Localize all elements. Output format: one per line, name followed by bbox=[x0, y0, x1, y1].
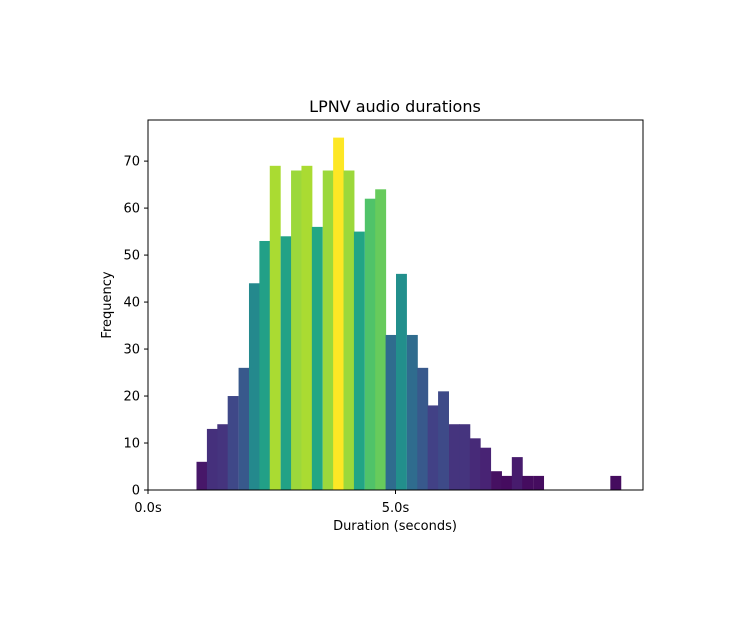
y-tick-label: 50 bbox=[123, 249, 140, 264]
histogram-bar bbox=[248, 283, 260, 490]
histogram-bar bbox=[501, 475, 513, 490]
x-axis-label: Duration (seconds) bbox=[333, 519, 457, 534]
x-tick-label: 0.0s bbox=[134, 501, 162, 516]
histogram-bar bbox=[610, 475, 622, 490]
histogram-bar bbox=[291, 170, 302, 490]
histogram-bar bbox=[385, 334, 397, 490]
x-axis-ticks: 0.0s 5.0s bbox=[134, 490, 409, 516]
histogram-bar bbox=[511, 457, 523, 490]
histogram-bar bbox=[448, 424, 460, 490]
histogram-bar bbox=[311, 226, 323, 490]
histogram-bar bbox=[522, 475, 534, 490]
histogram-bar bbox=[343, 170, 355, 490]
histogram-bar bbox=[491, 471, 502, 490]
histogram-bar bbox=[196, 461, 208, 490]
y-tick-label: 10 bbox=[123, 437, 140, 452]
y-tick-label: 20 bbox=[123, 390, 140, 405]
histogram-bar bbox=[417, 367, 429, 490]
histogram-bar bbox=[396, 273, 407, 490]
histogram-bar bbox=[269, 165, 281, 490]
histogram-bar bbox=[322, 170, 334, 490]
histogram-bar bbox=[333, 137, 345, 490]
y-tick-label: 60 bbox=[123, 202, 140, 217]
histogram-bar bbox=[353, 231, 365, 490]
y-axis-label: Frequency bbox=[100, 271, 115, 338]
histogram-bar bbox=[280, 236, 292, 490]
histogram-bar bbox=[217, 424, 229, 490]
histogram-bar bbox=[469, 438, 481, 490]
y-axis-ticks: 0 10 20 30 40 50 60 70 bbox=[123, 155, 148, 499]
histogram-bar bbox=[375, 189, 387, 491]
histogram-bar bbox=[438, 391, 449, 490]
y-tick-label: 30 bbox=[123, 343, 140, 358]
histogram-bars bbox=[196, 137, 622, 491]
y-tick-label: 0 bbox=[132, 484, 140, 499]
histogram-bar bbox=[238, 367, 250, 490]
histogram-bar bbox=[533, 475, 545, 490]
y-tick-label: 40 bbox=[123, 296, 140, 311]
y-tick-label: 70 bbox=[123, 155, 140, 170]
histogram-bar bbox=[301, 165, 313, 490]
histogram-bar bbox=[480, 447, 492, 490]
histogram-bar bbox=[459, 424, 471, 490]
histogram-bar bbox=[259, 240, 271, 490]
x-tick-label: 5.0s bbox=[382, 501, 410, 516]
histogram-bar bbox=[406, 334, 418, 490]
histogram-bar bbox=[364, 198, 376, 490]
histogram-bar bbox=[206, 428, 218, 490]
histogram-bar bbox=[227, 396, 239, 490]
chart-title: LPNV audio durations bbox=[309, 97, 481, 116]
histogram-bar bbox=[427, 405, 439, 490]
